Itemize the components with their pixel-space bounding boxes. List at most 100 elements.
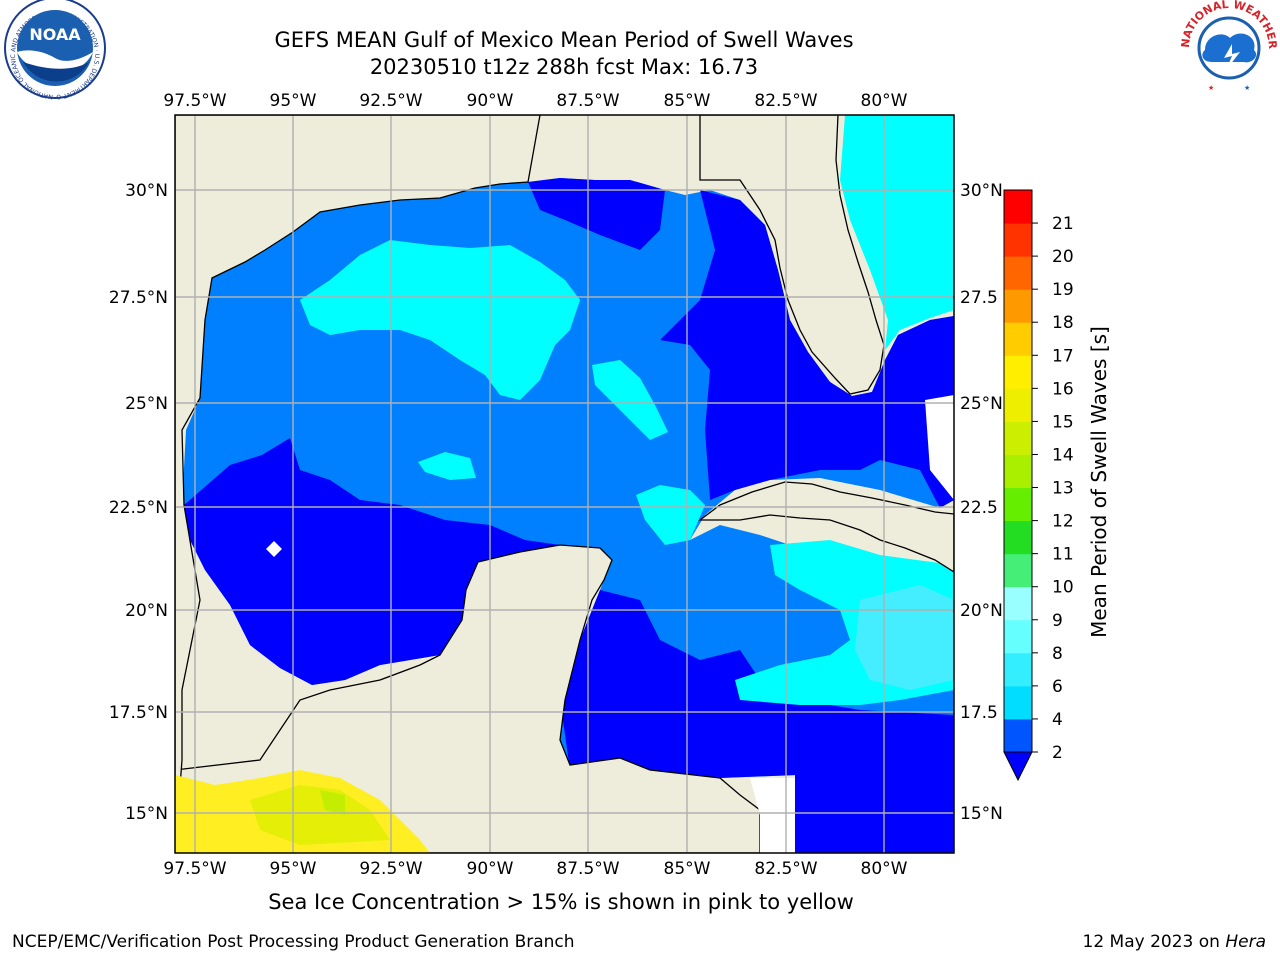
lon-labels-top: 97.5°W 95°W 92.5°W 90°W 87.5°W 85°W 82.5… bbox=[163, 91, 907, 111]
caribbean-swell-light bbox=[855, 585, 954, 690]
gulf-mid-swell bbox=[300, 240, 580, 400]
lat-tick-label: 15°N bbox=[960, 804, 1003, 824]
lon-tick-label: 95°W bbox=[270, 91, 317, 111]
lat-tick-label: 30°N bbox=[125, 181, 168, 201]
date-stamp: 12 May 2023 on Hera bbox=[1083, 932, 1267, 952]
colorbar-swatch bbox=[1004, 388, 1032, 422]
lon-tick-label: 87.5°W bbox=[556, 859, 619, 879]
colorbar-swatch bbox=[1004, 256, 1032, 290]
colorbar-tick-label: 15 bbox=[1052, 412, 1074, 432]
colorbar-swatch bbox=[1004, 454, 1032, 489]
lat-tick-label: 20°N bbox=[125, 601, 168, 621]
lon-tick-label: 85°W bbox=[664, 91, 711, 111]
host-name: Hera bbox=[1225, 932, 1266, 952]
colorbar-swatch bbox=[1004, 652, 1032, 687]
gulf-low-east bbox=[660, 190, 954, 508]
colorbar-tick-label: 17 bbox=[1052, 346, 1074, 366]
credit-text: NCEP/EMC/Verification Post Processing Pr… bbox=[12, 932, 575, 952]
lon-tick-label: 87.5°W bbox=[556, 91, 619, 111]
colorbar-swatch bbox=[1004, 553, 1032, 588]
florida bbox=[699, 115, 885, 395]
lon-tick-label: 92.5°W bbox=[359, 859, 422, 879]
no-data-bahamas bbox=[925, 395, 954, 500]
gulf-mid-swell-4 bbox=[636, 485, 705, 545]
lat-labels-left: 30°N 27.5°N 25°N 22.5°N 20°N 17.5°N 15°N bbox=[109, 181, 168, 824]
colorbar-swatch bbox=[1004, 223, 1032, 257]
colorbar-tick-label: 18 bbox=[1052, 313, 1074, 333]
gulf-mid-swell-2 bbox=[592, 360, 668, 440]
lat-tick-label: 20°N bbox=[960, 601, 1003, 621]
lon-tick-label: 97.5°W bbox=[163, 859, 226, 879]
lon-tick-label: 90°W bbox=[467, 91, 514, 111]
gulf-low-west bbox=[184, 438, 560, 685]
colorbar-tick-label: 19 bbox=[1052, 280, 1074, 300]
lat-tick-label: 17.5 bbox=[960, 703, 998, 723]
svg-text:★: ★ bbox=[1208, 84, 1214, 92]
lat-tick-label: 30°N bbox=[960, 181, 1003, 201]
colorbar-tick-label: 8 bbox=[1052, 644, 1063, 664]
colorbar: 2 4 6 8 9 10 11 12 13 14 15 16 17 18 19 20 21 bbox=[1003, 189, 1074, 782]
gulf-low-north bbox=[528, 178, 665, 250]
atlantic-swell bbox=[840, 115, 954, 350]
lon-labels-bottom: 97.5°W 95°W 92.5°W 90°W 87.5°W 85°W 82.5… bbox=[163, 859, 907, 879]
date-text: 12 May 2023 on bbox=[1082, 932, 1220, 952]
lon-tick-label: 95°W bbox=[270, 859, 317, 879]
colorbar-tick-label: 2 bbox=[1052, 743, 1063, 763]
map-frame bbox=[174, 114, 955, 854]
colorbar-tick-label: 20 bbox=[1052, 247, 1074, 267]
colorbar-tick-label: 11 bbox=[1052, 545, 1074, 565]
colorbar-swatch bbox=[1004, 586, 1032, 621]
nws-logo: NATIONAL WEATHER SERVICE ★ ★ bbox=[0, 0, 1279, 96]
colorbar-swatch bbox=[1004, 520, 1032, 555]
svg-text:NOAA: NOAA bbox=[29, 25, 81, 44]
lon-tick-label: 82.5°W bbox=[754, 91, 817, 111]
graticule bbox=[175, 115, 954, 853]
colorbar-swatch bbox=[1004, 355, 1032, 389]
caribbean-low bbox=[560, 590, 954, 853]
colorbar-tick-label: 4 bbox=[1052, 710, 1063, 730]
colorbar-swatch bbox=[1004, 487, 1032, 522]
colorbar-tick-label: 21 bbox=[1052, 214, 1074, 234]
colorbar-tick-label: 13 bbox=[1052, 479, 1074, 499]
sea-ice-note: Sea Ice Concentration > 15% is shown in … bbox=[268, 890, 854, 914]
lon-tick-label: 97.5°W bbox=[163, 91, 226, 111]
svg-text:★: ★ bbox=[1244, 84, 1250, 92]
colorbar-swatch bbox=[1004, 718, 1032, 753]
no-data-islet bbox=[266, 541, 282, 557]
colorbar-extend-low bbox=[1003, 751, 1033, 782]
sea-ice-overlay-2 bbox=[250, 785, 390, 845]
lat-tick-label: 15°N bbox=[125, 804, 168, 824]
noaa-logo: NATIONAL OCEANIC AND ATMOSPHERIC ADMINIS… bbox=[0, 0, 106, 100]
map-panel bbox=[175, 115, 954, 853]
lat-tick-label: 22.5 bbox=[960, 498, 998, 518]
colorbar-swatch bbox=[1004, 289, 1032, 323]
chart-title: GEFS MEAN Gulf of Mexico Mean Period of … bbox=[274, 28, 854, 52]
lat-tick-label: 27.5 bbox=[960, 288, 998, 308]
colorbar-swatch bbox=[1004, 190, 1032, 224]
lon-tick-label: 85°W bbox=[664, 859, 711, 879]
colorbar-frame bbox=[1003, 189, 1033, 753]
colorbar-swatch bbox=[1004, 685, 1032, 720]
colorbar-swatch bbox=[1004, 619, 1032, 654]
lon-tick-label: 80°W bbox=[861, 859, 908, 879]
lat-tick-label: 25°N bbox=[125, 394, 168, 414]
gulf-mid-swell-3 bbox=[418, 452, 476, 480]
lat-labels-right: 30°N 27.5 25°N 22.5 20°N 17.5 15°N bbox=[960, 181, 1003, 824]
colorbar-label: Mean Period of Swell Waves [s] bbox=[1087, 326, 1111, 638]
colorbar-tick-label: 10 bbox=[1052, 578, 1074, 598]
lon-tick-label: 92.5°W bbox=[359, 91, 422, 111]
lat-tick-label: 22.5°N bbox=[109, 498, 168, 518]
no-data-caribbean bbox=[750, 778, 795, 853]
mexico-texas-coast bbox=[175, 115, 541, 853]
colorbar-tick-label: 9 bbox=[1052, 611, 1063, 631]
lon-tick-label: 80°W bbox=[861, 91, 908, 111]
chart-subtitle: 20230510 t12z 288h fcst Max: 16.73 bbox=[369, 55, 759, 79]
sea-ice-overlay-3 bbox=[320, 790, 345, 815]
colorbar-swatch bbox=[1004, 421, 1032, 455]
lon-tick-label: 90°W bbox=[467, 859, 514, 879]
lat-tick-label: 17.5°N bbox=[109, 703, 168, 723]
lat-tick-label: 25°N bbox=[960, 394, 1003, 414]
lon-tick-label: 82.5°W bbox=[754, 859, 817, 879]
cuba bbox=[698, 481, 954, 573]
